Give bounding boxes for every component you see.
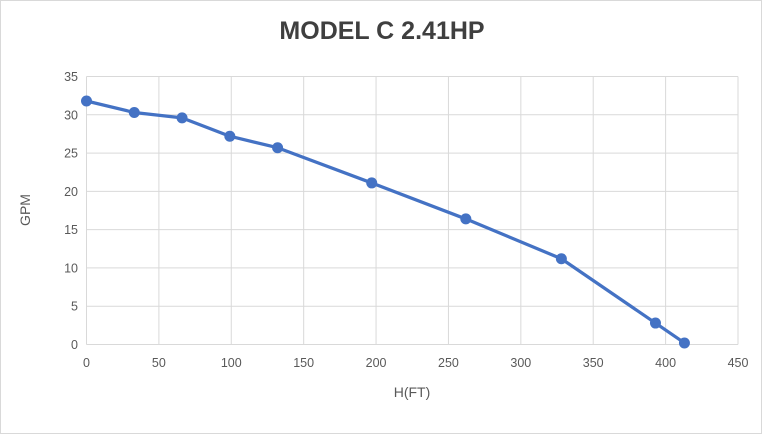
data-point [678,337,690,349]
x-tick-label: 150 [293,356,314,370]
data-point [176,112,188,124]
data-point [460,213,472,225]
y-tick-label: 10 [64,261,78,275]
data-point [272,142,284,154]
y-tick-label: 5 [71,300,78,314]
series-line [84,99,687,345]
data-point [128,106,140,118]
data-point [224,130,236,142]
x-axis-title: H(FT) [393,384,431,400]
x-tick-label: 350 [583,356,604,370]
data-point [649,317,661,329]
data-point [81,95,92,107]
x-tick-label: 300 [510,356,531,370]
y-axis-title: GPM [17,194,33,226]
y-tick-label: 30 [64,108,78,122]
chart-title: MODEL C 2.41HP [279,17,485,45]
y-tick-label: 0 [71,338,78,352]
data-point [366,177,378,189]
y-tick-label: 20 [64,185,78,199]
x-tick-label: 250 [438,356,459,370]
x-tick-label: 450 [728,356,749,370]
x-tick-label: 200 [366,356,387,370]
x-tick-label: 50 [152,356,166,370]
y-tick-label: 15 [64,223,78,237]
y-tick-label: 35 [64,70,78,84]
y-tick-label: 25 [64,147,78,161]
x-tick-label: 0 [83,356,90,370]
x-tick-label: 400 [655,356,676,370]
x-tick-label: 100 [221,356,242,370]
data-point [555,253,567,265]
